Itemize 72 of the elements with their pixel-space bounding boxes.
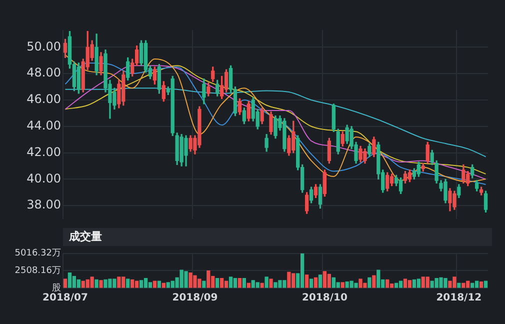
bar	[398, 280, 403, 288]
bar	[233, 278, 238, 288]
bar	[134, 280, 139, 288]
bar	[148, 282, 152, 288]
bar	[157, 280, 162, 288]
y-tick-label: 2508.16万	[14, 266, 61, 276]
bar	[72, 276, 76, 288]
y-tick-label: 5016.32万	[14, 248, 61, 259]
bar	[238, 278, 242, 288]
bar	[304, 274, 309, 288]
bar	[94, 279, 98, 288]
bar	[412, 279, 416, 288]
bar	[202, 280, 206, 288]
bar	[220, 278, 224, 288]
bar	[139, 280, 144, 288]
bar	[228, 276, 233, 288]
bar	[314, 277, 318, 288]
bar	[260, 282, 264, 288]
bar	[130, 279, 134, 288]
y-tick-label: 股	[52, 282, 61, 294]
bar	[322, 271, 327, 288]
bar	[426, 276, 430, 288]
bar	[144, 278, 148, 288]
bar	[309, 278, 314, 288]
bar	[408, 280, 412, 288]
bar	[376, 270, 380, 288]
bar	[479, 281, 484, 288]
bar	[206, 270, 210, 288]
chart-title: 成交量	[63, 228, 492, 246]
bar	[117, 276, 121, 288]
bar	[126, 278, 130, 288]
bar	[90, 276, 94, 288]
bar	[68, 272, 72, 288]
bar	[318, 274, 322, 288]
bar	[269, 278, 273, 288]
bar	[386, 279, 390, 288]
bar	[327, 274, 332, 288]
bar	[162, 282, 166, 288]
x-tick-label: 2018/07	[42, 292, 88, 304]
bar	[394, 282, 398, 288]
y-tick-label: 50.00	[26, 39, 61, 54]
y-tick-label: 44.00	[26, 118, 61, 133]
bar	[99, 280, 103, 288]
bar	[470, 282, 474, 288]
x-tick-label: 2018/09	[172, 292, 218, 304]
bar	[403, 278, 408, 288]
bar	[416, 278, 420, 288]
bar	[368, 277, 372, 288]
x-tick-label: 2018/10	[302, 292, 348, 304]
y-tick-label: 42.00	[26, 144, 61, 159]
bar	[256, 282, 260, 288]
y-tick-label: 48.00	[26, 66, 61, 80]
y-tick-label: 40.00	[26, 171, 61, 186]
bar	[242, 278, 246, 288]
bar	[264, 276, 268, 288]
bar	[246, 282, 250, 288]
bar	[462, 282, 466, 288]
y-tick-label: 38.00	[26, 198, 61, 212]
y-tick-label: 46.00	[26, 92, 61, 106]
bar	[287, 272, 291, 288]
bar	[390, 284, 394, 288]
bar	[152, 280, 157, 288]
bar	[216, 278, 220, 288]
bar	[340, 282, 344, 288]
x-tick-label: 2018/12	[436, 292, 482, 304]
bar	[63, 278, 68, 288]
bar	[76, 279, 80, 288]
bar	[224, 280, 228, 288]
bar	[457, 282, 461, 288]
bar	[474, 280, 479, 288]
bar	[372, 275, 376, 288]
bar	[484, 280, 488, 288]
